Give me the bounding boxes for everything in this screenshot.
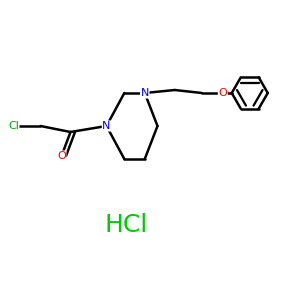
Text: N: N: [141, 88, 149, 98]
Text: O: O: [218, 88, 227, 98]
Text: Cl: Cl: [8, 121, 19, 131]
Text: N: N: [102, 121, 111, 131]
Text: O: O: [57, 151, 66, 161]
Text: HCl: HCl: [104, 213, 148, 237]
